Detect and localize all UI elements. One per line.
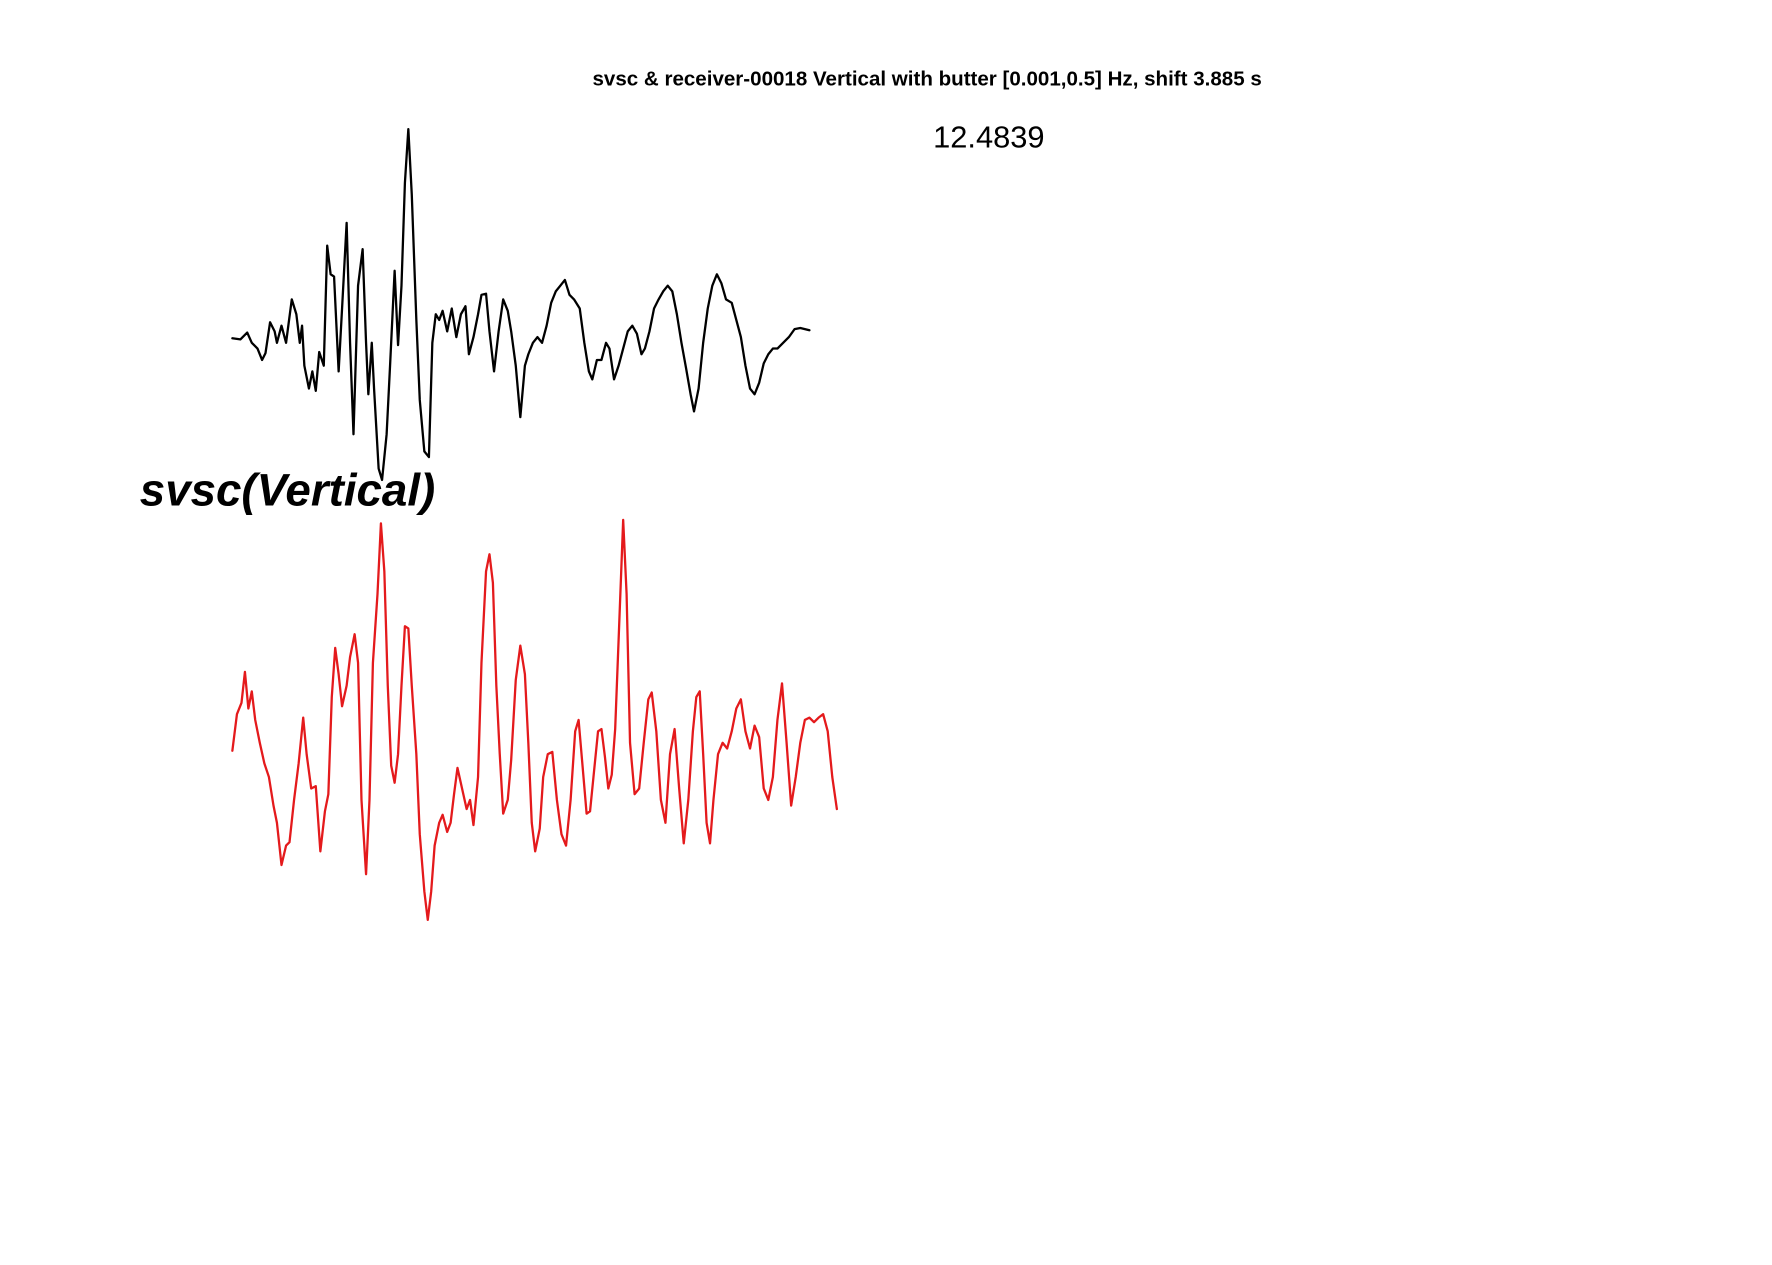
chart-title: svsc & receiver-00018 Vertical with butt… [593,67,1262,90]
trace-line [231,127,811,482]
trace-label: svsc(Vertical) [140,465,435,516]
trace-line [231,518,839,922]
traces [231,127,839,922]
annotation: 12.4839 [933,120,1044,155]
